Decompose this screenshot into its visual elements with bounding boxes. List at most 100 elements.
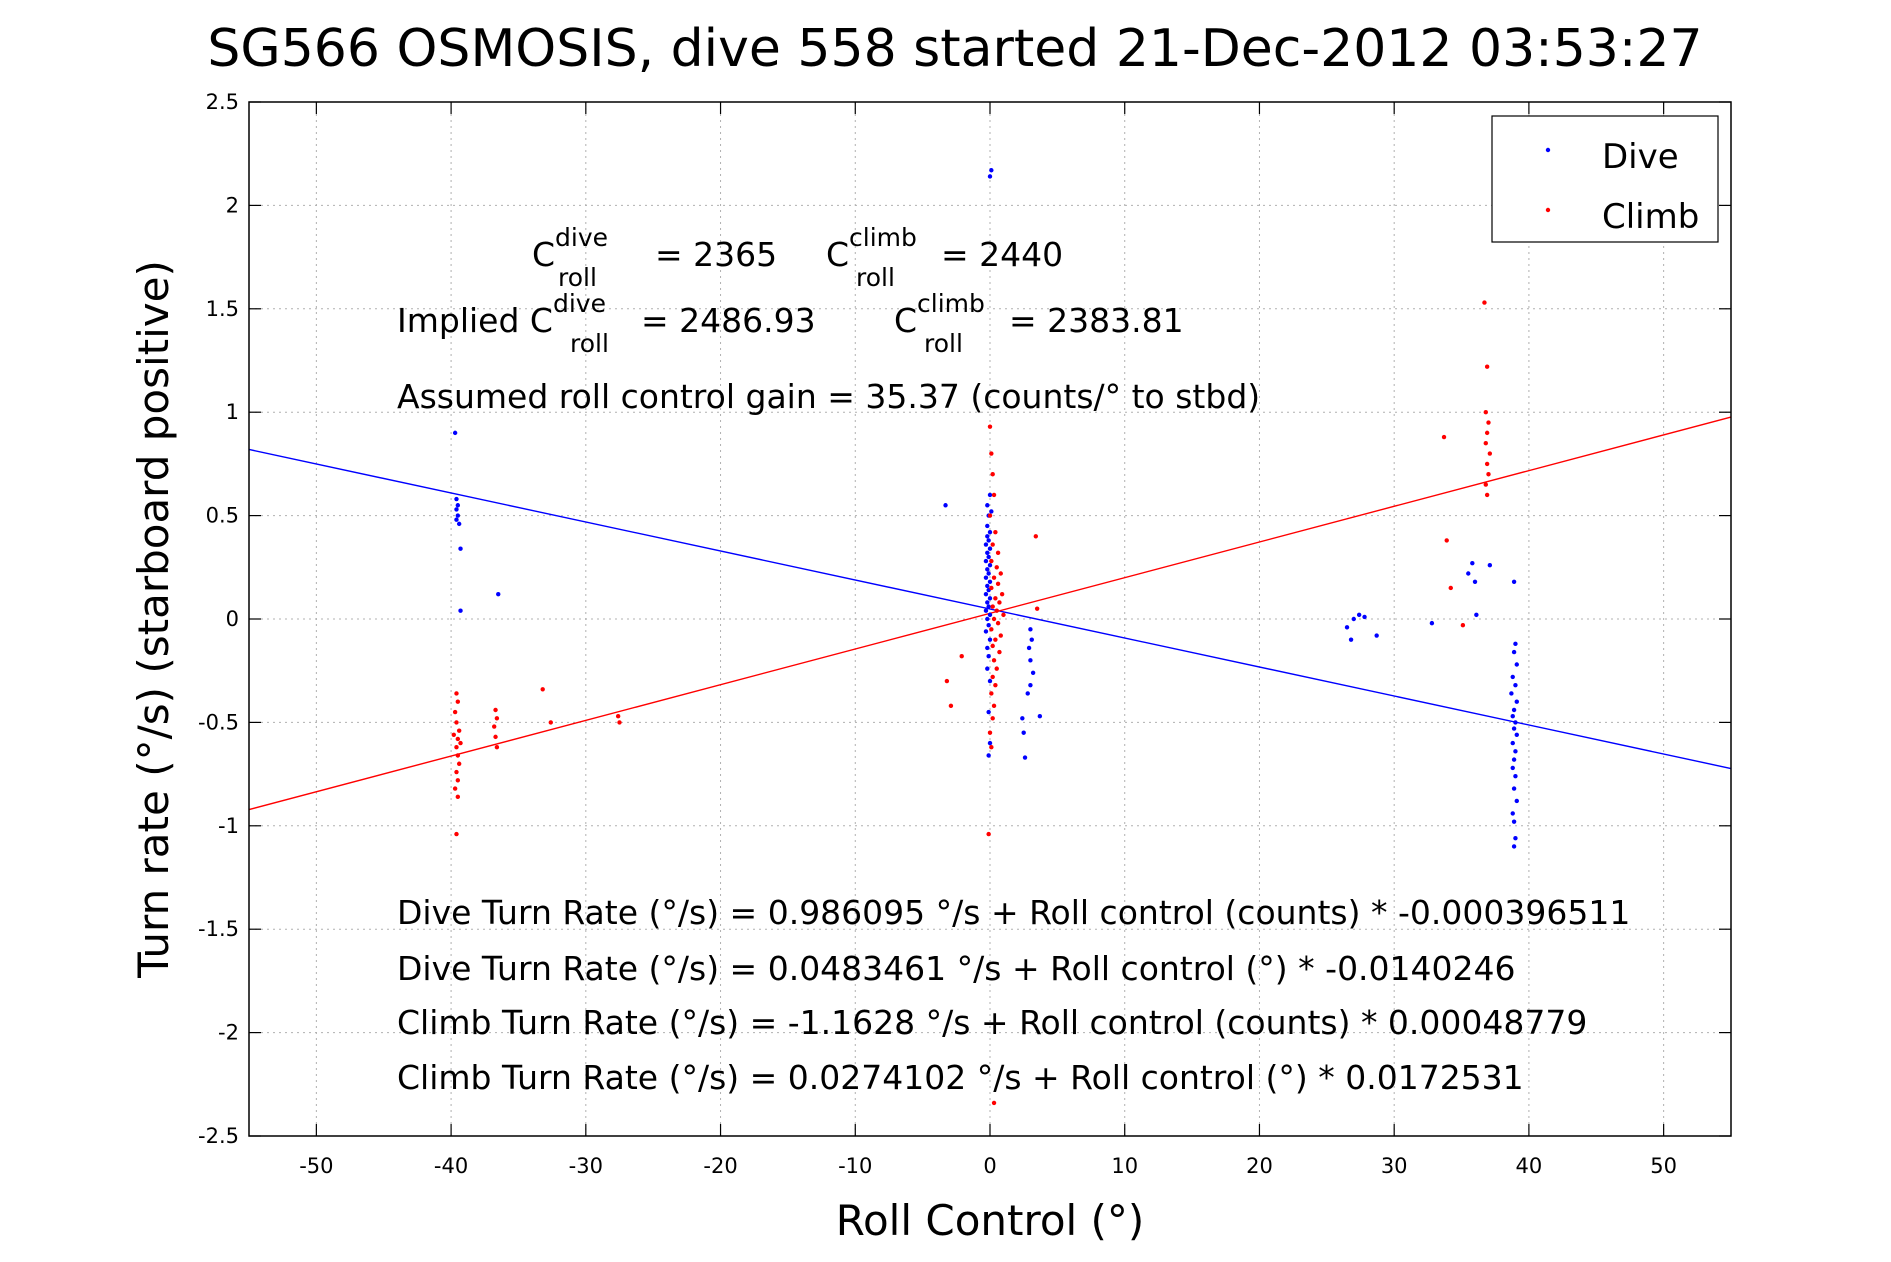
climb-point (1441, 434, 1447, 440)
y-tick-label: 2.5 (206, 90, 239, 114)
dive-point (985, 583, 990, 589)
climb-point (540, 687, 545, 692)
dive-point (983, 575, 989, 580)
climb-point (1484, 461, 1490, 467)
climb-point (1486, 420, 1491, 425)
chart-title: SG566 OSMOSIS, dive 558 started 21-Dec-2… (207, 19, 1702, 79)
dive-point (985, 645, 990, 651)
dive-point (1511, 819, 1517, 824)
dive-point (1356, 612, 1362, 618)
x-tick-label: 20 (1246, 1154, 1273, 1178)
x-tick-label: -50 (299, 1154, 333, 1178)
dive-fit-line (248, 448, 1732, 770)
dive-point (1513, 749, 1518, 754)
c-roll-dive-sub: roll (558, 263, 597, 292)
climb-point (989, 451, 994, 456)
dive-point (1511, 757, 1517, 762)
y-axis-label: Turn rate (°/s) (starboard positive) (129, 260, 178, 979)
y-tick-label: -0.5 (198, 710, 239, 734)
dive-point (1511, 844, 1517, 849)
dive-point (1513, 641, 1518, 647)
implied-dive-sub: roll (570, 329, 609, 358)
dive-point (1028, 682, 1033, 688)
climb-point (993, 596, 998, 601)
climb-point (944, 678, 950, 684)
dive-point (1514, 798, 1519, 804)
x-tick-label: 30 (1381, 1154, 1408, 1178)
dive-point (452, 430, 458, 436)
climb-point (454, 831, 459, 837)
legend-dive-marker (1545, 147, 1551, 153)
dive-point (987, 546, 993, 551)
climb-point (617, 720, 622, 725)
c-roll-climb-sup: climb (849, 223, 917, 252)
climb-point (997, 649, 1002, 655)
dive-point (1472, 579, 1478, 584)
dive-point (458, 546, 463, 551)
climb-point (1482, 300, 1487, 305)
dive-point (983, 542, 989, 547)
x-tick-label: 10 (1111, 1154, 1138, 1178)
x-tick-label: -10 (838, 1154, 872, 1178)
implied-climb-value: = 2383.81 (1009, 301, 1184, 340)
climb-point (990, 674, 995, 680)
dive-point (1429, 620, 1435, 626)
climb-point (993, 529, 998, 535)
climb-point (1483, 410, 1488, 415)
climb-point (454, 745, 459, 750)
dive-point (987, 740, 993, 746)
climb-point (1484, 364, 1490, 369)
climb-point (989, 627, 994, 632)
dive-point (985, 567, 990, 572)
climb-point (986, 831, 991, 837)
dive-point (1513, 773, 1518, 779)
dive-point (454, 507, 459, 512)
climb-point (993, 682, 998, 688)
dive-point (456, 521, 462, 527)
implied-climb-sub: roll (924, 329, 963, 358)
dive-point (987, 637, 993, 642)
climb-point (1483, 482, 1488, 487)
dive-point (983, 591, 989, 597)
climb-point (991, 575, 997, 580)
svg-text:Implied Cdive: Implied Cdive (397, 289, 606, 340)
c-roll-dive-annotation: Cdive roll = 2365 (532, 223, 777, 292)
dive-point (1514, 732, 1519, 738)
climb-point (990, 472, 995, 477)
dive-point (986, 654, 991, 659)
dive-point (1511, 649, 1517, 655)
dive-point (454, 496, 459, 502)
climb-point (990, 716, 995, 721)
climb-point (998, 571, 1003, 576)
y-tick-label: 1 (226, 400, 239, 424)
c-roll-climb-sub: roll (856, 263, 895, 292)
dive-point (983, 608, 989, 613)
climb-point (1448, 585, 1453, 591)
climb-point (1483, 441, 1488, 446)
climb-point (990, 643, 995, 649)
implied-c-roll-annotation: Implied Cdive roll = 2486.93 Cclimb roll… (397, 289, 1184, 358)
dive-point (1510, 765, 1515, 771)
dive-point (1362, 614, 1367, 620)
dive-point (1511, 786, 1517, 791)
dive-equation-counts: Dive Turn Rate (°/s) = 0.986095 °/s + Ro… (397, 893, 1630, 932)
dive-point (987, 612, 993, 618)
dive-point (987, 529, 993, 535)
y-tick-label: -1.5 (198, 917, 239, 941)
dive-point (985, 503, 990, 508)
dive-point (1474, 612, 1479, 618)
climb-point (451, 732, 456, 738)
climb-point (991, 658, 997, 663)
dive-point (1026, 645, 1032, 651)
dive-point (985, 600, 990, 605)
climb-point (991, 616, 997, 622)
c-roll-dive-symbol: C (532, 235, 555, 274)
implied-climb-symbol: C (894, 301, 917, 340)
dive-point (987, 596, 993, 601)
climb-point (989, 558, 994, 564)
climb-point (995, 550, 1001, 556)
dive-point (1028, 627, 1033, 632)
climb-point (987, 424, 993, 429)
dive-point (987, 492, 993, 498)
